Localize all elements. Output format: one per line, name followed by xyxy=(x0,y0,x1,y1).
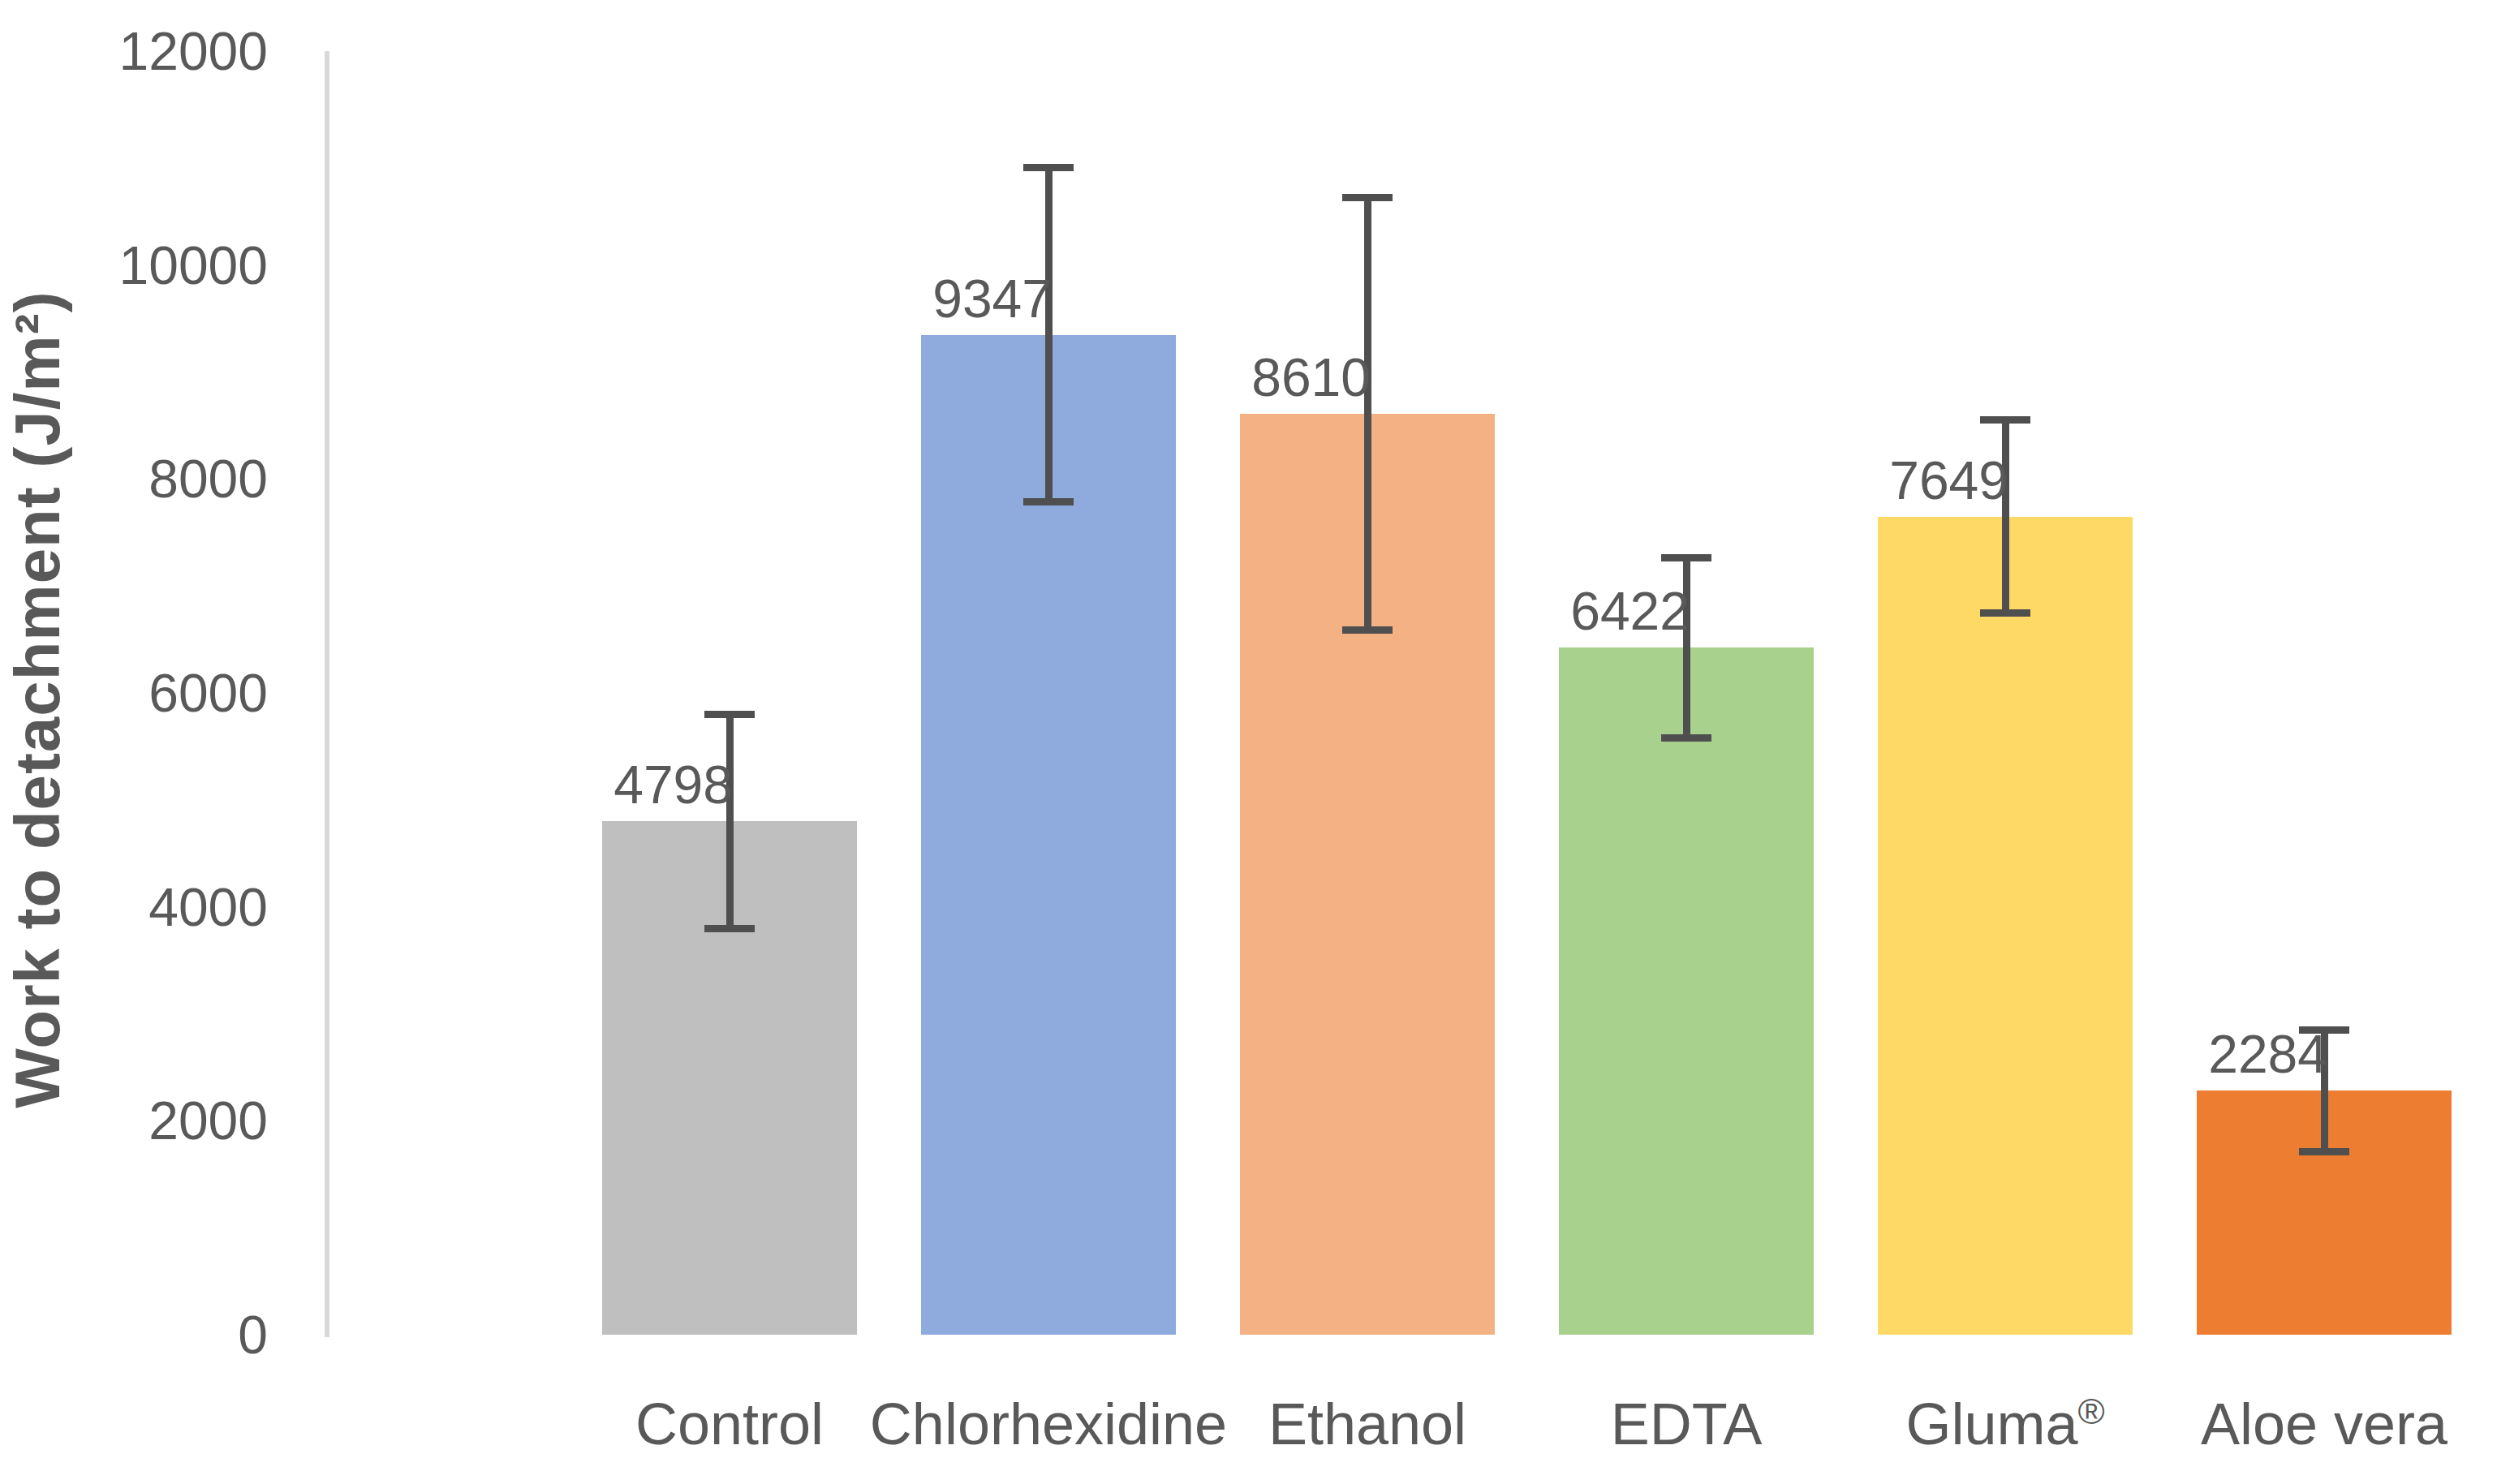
category-label-gluma-: Gluma® xyxy=(1905,1394,2104,1454)
category-label-control: Control xyxy=(635,1394,824,1454)
error-bar-line xyxy=(1045,168,1053,501)
y-tick-label-10000: 10000 xyxy=(24,239,268,292)
data-label-8610: 8610 xyxy=(965,351,1371,404)
category-label-edta: EDTA xyxy=(1611,1394,1763,1454)
bar-edta xyxy=(1559,647,1814,1335)
data-label-2284: 2284 xyxy=(1922,1027,2327,1081)
error-bar-cap-bottom xyxy=(2299,1148,2349,1155)
bar-gluma- xyxy=(1878,517,2133,1335)
error-bar-line xyxy=(2002,420,2009,613)
error-bar-cap-top xyxy=(704,711,755,718)
error-bar-cap-bottom xyxy=(1980,609,2030,617)
category-label-aloe-vera: Aloe vera xyxy=(2201,1394,2447,1454)
error-bar-cap-bottom xyxy=(1661,734,1711,742)
data-label-6422: 6422 xyxy=(1284,584,1690,638)
y-tick-label-8000: 8000 xyxy=(24,452,268,505)
data-label-4798: 4798 xyxy=(327,758,733,811)
error-bar-cap-top xyxy=(1980,416,2030,424)
data-label-9347: 9347 xyxy=(646,272,1052,325)
error-bar-cap-top xyxy=(1342,194,1393,201)
y-axis-line xyxy=(325,51,329,1337)
y-tick-label-6000: 6000 xyxy=(24,666,268,720)
category-label-ethanol: Ethanol xyxy=(1268,1394,1466,1454)
y-tick-label-2000: 2000 xyxy=(24,1094,268,1147)
y-tick-label-0: 0 xyxy=(24,1308,268,1361)
y-tick-label-12000: 12000 xyxy=(24,24,268,78)
error-bar-line xyxy=(1364,198,1371,630)
error-bar-cap-top xyxy=(1661,554,1711,561)
error-bar-cap-bottom xyxy=(704,925,755,932)
error-bar-cap-top xyxy=(1023,164,1074,171)
y-tick-label-4000: 4000 xyxy=(24,880,268,934)
registered-trademark-symbol: ® xyxy=(2077,1391,2104,1432)
category-label-chlorhexidine: Chlorhexidine xyxy=(870,1394,1227,1454)
bar-chart: Work to detachment (J/m²) 02000400060008… xyxy=(0,0,2497,1484)
error-bar-line xyxy=(726,714,734,928)
data-label-7649: 7649 xyxy=(1603,454,2008,507)
error-bar-cap-bottom xyxy=(1023,498,1074,505)
